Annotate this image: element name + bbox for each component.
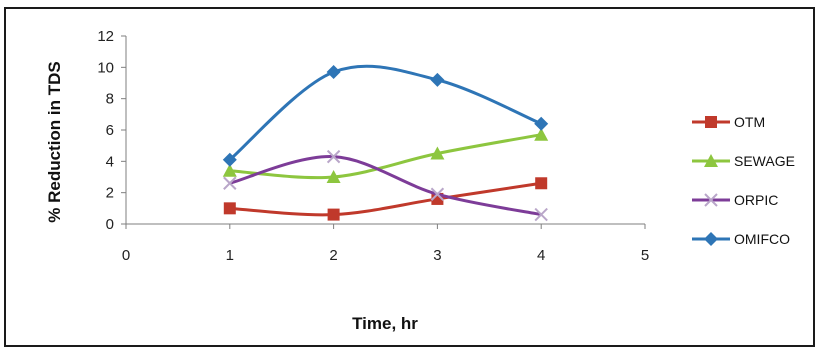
legend-marker-otm — [705, 116, 717, 128]
y-tick-label: 6 — [106, 122, 114, 139]
data-point-orpic — [534, 207, 548, 222]
legend-marker-omifco — [704, 232, 718, 246]
x-tick-label: 5 — [641, 247, 649, 264]
x-tick-label: 4 — [537, 247, 545, 264]
y-tick-label: 10 — [97, 59, 114, 76]
y-tick-label: 4 — [106, 153, 114, 170]
x-tick-label: 3 — [433, 247, 441, 264]
x-tick-label: 1 — [226, 247, 234, 264]
y-tick-label: 2 — [106, 185, 114, 202]
legend-label-sewage: SEWAGE — [734, 153, 795, 169]
data-point-sewage — [430, 146, 445, 160]
y-tick-label: 12 — [97, 28, 114, 45]
y-tick-label: 0 — [106, 216, 114, 233]
data-point-omifco — [326, 65, 341, 80]
legend: OTM SEWAGE ORPIC OMIFCO — [692, 114, 795, 247]
data-point-omifco — [222, 152, 237, 167]
series-line-sewage — [229, 133, 542, 180]
legend-label-orpic: ORPIC — [734, 192, 778, 208]
y-axis-title: % Reduction in TDS — [45, 61, 64, 223]
data-point-orpic — [223, 176, 237, 190]
series-line-otm — [229, 181, 542, 217]
data-point-orpic — [430, 187, 445, 201]
series-line-omifco — [228, 64, 542, 161]
y-tick-label: 8 — [106, 91, 114, 108]
legend-marker-sewage — [704, 154, 718, 167]
data-point-orpic — [326, 149, 341, 164]
data-point-sewage — [222, 163, 237, 177]
data-point-sewage — [534, 127, 549, 141]
data-point-otm — [535, 177, 548, 190]
chart-frame: 0 2 4 6 8 10 12 0 1 2 3 4 5 OTM SEWAGE ORPIC OMIFCO % R… — [4, 7, 815, 347]
data-point-sewage — [326, 170, 341, 183]
legend-label-otm: OTM — [734, 114, 765, 130]
data-point-omifco — [534, 116, 549, 131]
legend-marker-orpic — [704, 193, 718, 207]
legend-label-omifco: OMIFCO — [734, 231, 790, 247]
series-line-orpic — [229, 155, 542, 217]
x-tick-label: 0 — [122, 247, 130, 264]
x-tick-label: 2 — [329, 247, 337, 264]
series-lines — [222, 64, 549, 222]
x-axis-title: Time, hr — [352, 314, 418, 333]
data-point-otm — [223, 202, 236, 215]
data-point-otm — [327, 208, 340, 221]
data-point-omifco — [430, 72, 445, 87]
